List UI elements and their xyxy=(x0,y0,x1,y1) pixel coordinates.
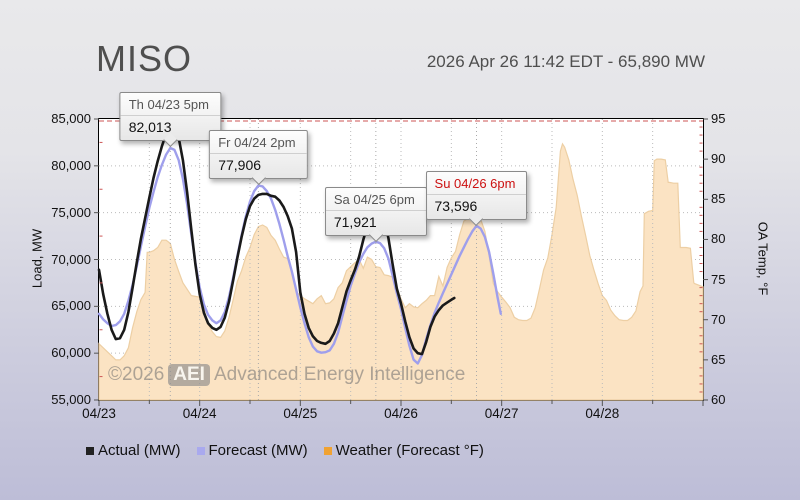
peak-annotation: Fr 04/24 2pm 77,906 xyxy=(209,130,308,186)
right-axis-tick-label: 60 xyxy=(711,392,726,407)
legend-label: Actual (MW) xyxy=(98,442,181,459)
y-axis-tick-label: 65,000 xyxy=(51,298,91,314)
actual-load-line xyxy=(97,123,456,356)
peak-annotation-value: 73,596 xyxy=(434,197,478,214)
aei-logo-badge: AEI xyxy=(168,364,210,386)
peak-annotation-value: 82,013 xyxy=(128,118,172,135)
legend-swatch-icon xyxy=(86,446,94,455)
legend-swatch-icon xyxy=(323,446,332,455)
y-axis-title: Load, MW xyxy=(29,228,45,289)
right-axis-tick-label: 75 xyxy=(711,271,726,287)
peak-annotation: Th 04/23 5pm 82,013 xyxy=(119,91,221,148)
right-axis-tick-label: 70 xyxy=(711,311,726,327)
peak-annotation: Sa 04/25 6pm 71,921 xyxy=(324,186,427,242)
peak-annotation-value: 77,906 xyxy=(218,157,262,174)
peak-annotation-time: Sa 04/25 6pm xyxy=(325,188,426,211)
x-axis-tick-label: 04/23 xyxy=(82,406,116,421)
peak-annotation-time: Su 04/26 6pm xyxy=(426,172,527,195)
page-title: MISO xyxy=(96,38,193,79)
legend-swatch-icon xyxy=(196,446,205,455)
peak-annotation-value: 71,921 xyxy=(333,213,377,230)
right-axis-tick-label: 65 xyxy=(711,351,726,367)
y-axis-tick-label: 55,000 xyxy=(51,392,91,407)
legend-item[interactable]: Forecast (MW) xyxy=(196,442,308,459)
y-axis-tick-label: 85,000 xyxy=(51,111,91,126)
y-axis-tick-label: 70,000 xyxy=(51,251,91,267)
right-axis-title: OA Temp, °F xyxy=(755,221,771,296)
legend-label: Weather (Forecast °F) xyxy=(335,442,484,459)
y-axis-tick-label: 80,000 xyxy=(51,157,91,173)
legend-item[interactable]: Actual (MW) xyxy=(86,442,181,459)
plot-area[interactable] xyxy=(94,118,708,406)
x-axis-tick-label: 04/28 xyxy=(585,406,620,421)
timestamp-current-load: 2026 Apr 26 11:42 EDT - 65,890 MW xyxy=(426,52,705,71)
right-axis-tick-label: 85 xyxy=(711,191,726,207)
y-axis-tick-label: 75,000 xyxy=(51,204,91,220)
right-axis-tick-label: 90 xyxy=(711,151,726,167)
x-axis-tick-label: 04/24 xyxy=(182,406,217,421)
forecast-load-line xyxy=(97,146,502,365)
chart-canvas xyxy=(94,118,708,406)
legend-item[interactable]: Weather (Forecast °F) xyxy=(323,442,484,459)
right-axis-tick-label: 80 xyxy=(711,231,726,247)
watermark-copyright: ©2026 xyxy=(108,364,165,385)
y-axis-tick-label: 60,000 xyxy=(51,345,91,361)
x-axis-tick-label: 04/27 xyxy=(484,406,519,421)
x-axis-tick-label: 04/25 xyxy=(283,406,318,421)
peak-annotation-time: Th 04/23 5pm xyxy=(120,93,220,116)
watermark: ©2026 AEI Advanced Energy Intelligence xyxy=(108,364,465,386)
legend-label: Forecast (MW) xyxy=(208,442,308,459)
chart-legend: Actual (MW) Forecast (MW) Weather (Forecas… xyxy=(86,442,484,459)
x-axis-tick-label: 04/26 xyxy=(384,406,418,421)
watermark-name: Advanced Energy Intelligence xyxy=(213,364,466,385)
peak-annotation: Su 04/26 6pm 73,596 xyxy=(425,170,528,226)
peak-annotation-time: Fr 04/24 2pm xyxy=(210,131,307,155)
right-axis-tick-label: 95 xyxy=(711,111,726,126)
